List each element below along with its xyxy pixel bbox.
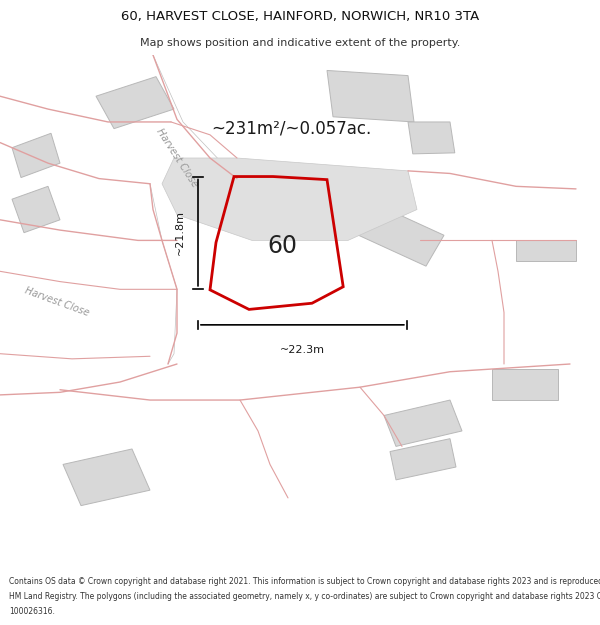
Text: Harvest Close: Harvest Close [154,127,200,189]
Text: ~22.3m: ~22.3m [280,344,325,354]
Polygon shape [492,369,558,400]
Polygon shape [408,122,455,154]
Text: ~231m²/~0.057ac.: ~231m²/~0.057ac. [211,119,371,137]
Polygon shape [336,194,444,266]
Polygon shape [384,400,462,446]
Polygon shape [12,133,60,178]
Text: ~21.8m: ~21.8m [175,210,185,255]
Text: 60: 60 [267,234,297,258]
Polygon shape [12,186,60,232]
Polygon shape [516,241,576,261]
Polygon shape [390,439,456,480]
Text: Harvest Close: Harvest Close [23,286,91,319]
Polygon shape [237,168,414,209]
Text: 60, HARVEST CLOSE, HAINFORD, NORWICH, NR10 3TA: 60, HARVEST CLOSE, HAINFORD, NORWICH, NR… [121,10,479,23]
Polygon shape [327,71,414,122]
Text: Map shows position and indicative extent of the property.: Map shows position and indicative extent… [140,38,460,48]
Text: HM Land Registry. The polygons (including the associated geometry, namely x, y c: HM Land Registry. The polygons (includin… [9,592,600,601]
Text: 100026316.: 100026316. [9,608,55,616]
Polygon shape [63,449,150,506]
Polygon shape [162,158,417,241]
Polygon shape [96,77,174,129]
Text: Contains OS data © Crown copyright and database right 2021. This information is : Contains OS data © Crown copyright and d… [9,577,600,586]
